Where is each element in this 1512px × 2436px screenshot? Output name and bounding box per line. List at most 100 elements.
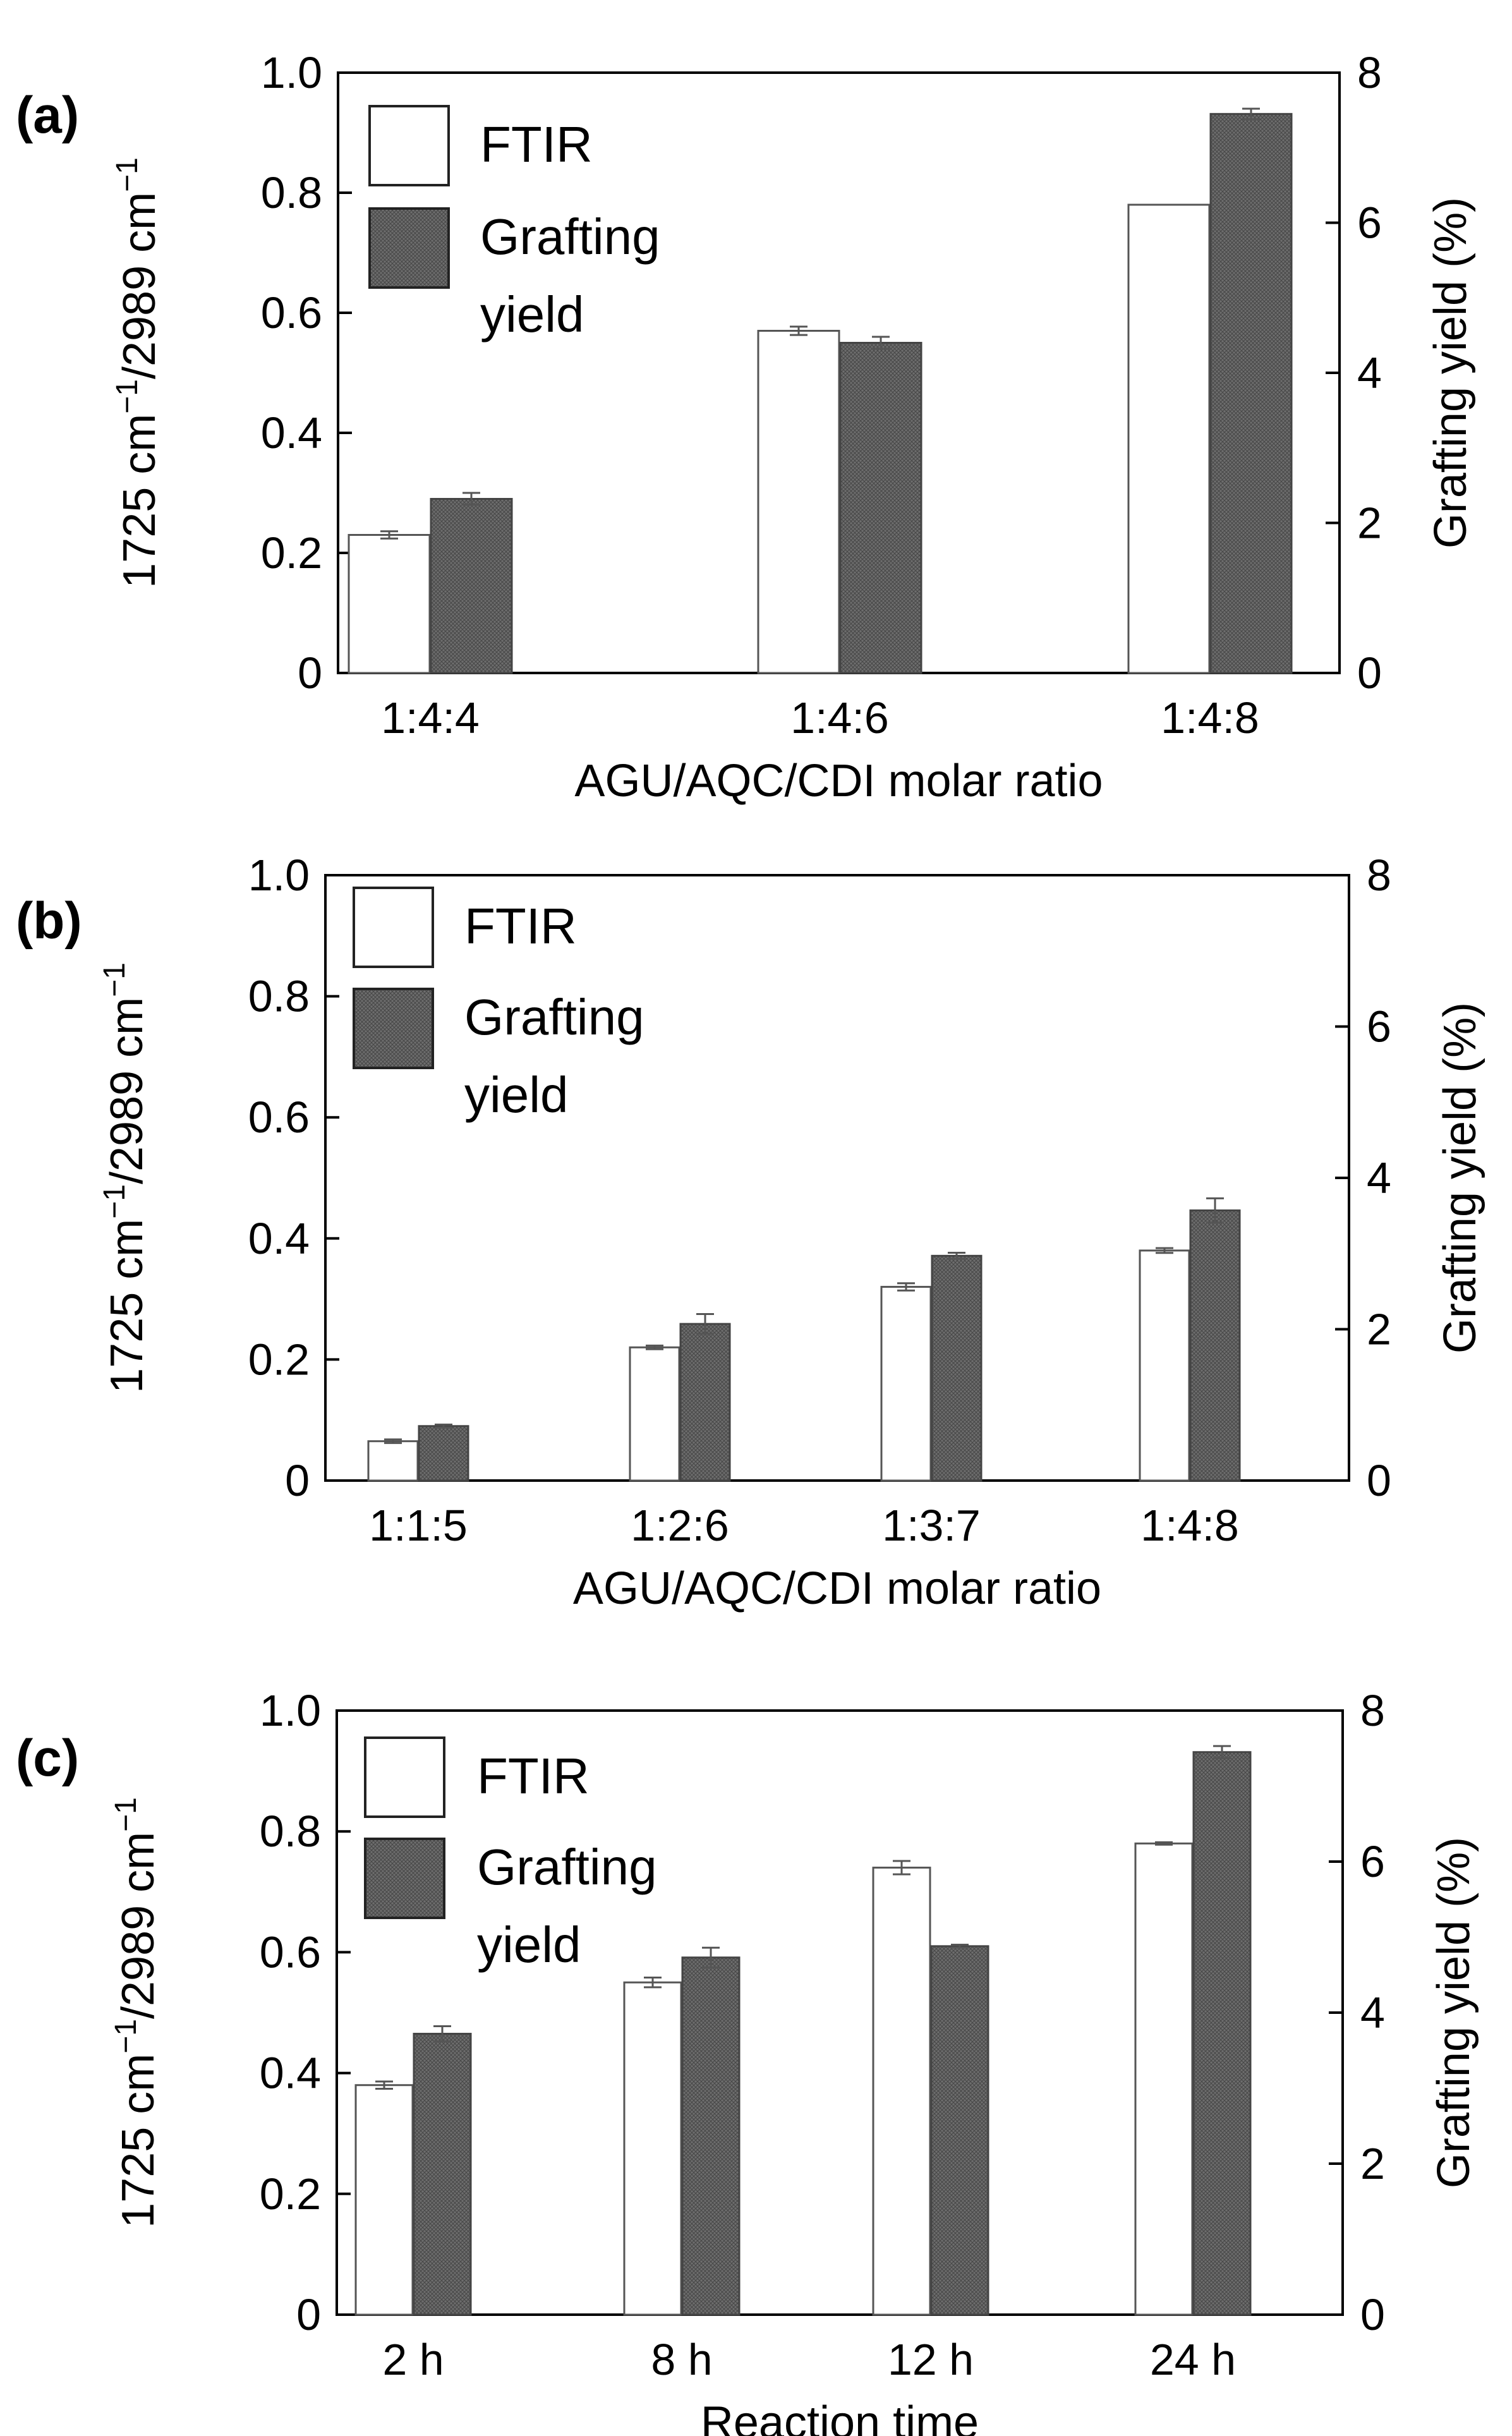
ftir-bar <box>623 1981 682 2316</box>
y-right-tick-label: 6 <box>1360 1837 1385 1886</box>
y-left-tick-label: 0.4 <box>248 1214 310 1263</box>
ftir-bar <box>367 1440 419 1482</box>
y-left-tick-label: 0 <box>298 648 322 698</box>
y-left-tick-label: 1.0 <box>248 851 310 900</box>
legend-swatch-grafting-yield <box>353 988 434 1069</box>
legend-label-ftir: FTIR <box>480 116 593 173</box>
panel-label: (b) <box>16 892 82 950</box>
y-left-label-sup: −1 <box>98 1184 131 1219</box>
x-tick-label: 8 h <box>651 2335 712 2384</box>
y-left-label-part: /2989 cm <box>113 1832 164 2019</box>
y-left-axis-label: 1725 cm−1/2989 cm−1 <box>98 962 152 1393</box>
y-left-label-part: 1725 cm <box>114 414 165 588</box>
legend-swatch-ftir <box>364 1736 445 1818</box>
panels: (a) 0 0.2 0.4 0.6 0.8 1.0 0 2 4 6 8 1:4:4 1:4:6 1:4:8 A… <box>16 48 1485 2436</box>
y-left-tick-label: 0.2 <box>248 1335 310 1384</box>
grafting-yield-bar <box>931 1254 983 1482</box>
y-left-label-part: 1725 cm <box>102 1219 152 1393</box>
y-right-tick-label: 6 <box>1367 1002 1391 1051</box>
y-right-tick-label: 0 <box>1367 1456 1391 1505</box>
grafting-yield-bar <box>679 1323 731 1482</box>
legend-swatch-ftir <box>368 105 450 186</box>
y-left-axis-label: 1725 cm−1/2989 cm−1 <box>109 1797 164 2228</box>
x-tick-label: 24 h <box>1150 2335 1236 2384</box>
x-tick-label: 1:4:8 <box>1161 693 1259 742</box>
legend: FTIR Grafting yield <box>368 105 660 342</box>
y-right-tick-label: 8 <box>1360 1686 1385 1735</box>
panel-label: (a) <box>16 87 79 144</box>
y-left-tick-label: 0 <box>285 1456 310 1505</box>
y-right-axis-label: Grafting yield (%) <box>1425 197 1476 548</box>
legend-label-grafting: Grafting <box>464 989 644 1045</box>
y-left-label-sup: −1 <box>109 2019 143 2054</box>
legend-label-grafting: Grafting <box>477 1839 657 1895</box>
y-right-tick-label: 6 <box>1357 198 1382 248</box>
y-left-label-part: 1725 cm <box>113 2054 164 2228</box>
y-left-label-sup: −1 <box>111 157 144 192</box>
y-right-axis-label: Grafting yield (%) <box>1435 1002 1485 1354</box>
legend: FTIR Grafting yield <box>364 1736 657 1973</box>
y-left-tick-label: 0.2 <box>260 2169 321 2219</box>
y-right-tick-label: 2 <box>1360 2139 1385 2188</box>
legend-label-yield: yield <box>480 286 584 342</box>
x-tick-label: 1:1:5 <box>369 1501 468 1550</box>
ftir-bar <box>1134 1842 1194 2316</box>
y-left-tick-label: 0.6 <box>248 1093 310 1142</box>
y-left-tick-label: 1.0 <box>260 1686 321 1735</box>
y-left-tick-label: 0.6 <box>261 288 322 337</box>
legend-swatch-grafting-yield <box>364 1838 445 1919</box>
grafting-yield-bar <box>413 2032 472 2316</box>
x-axis-label: AGU/AQC/CDI molar ratio <box>574 756 1103 806</box>
y-left-tick-label: 0 <box>296 2290 321 2339</box>
y-left-tick-label: 0.6 <box>260 1927 321 1977</box>
y-left-tick-label: 1.0 <box>261 48 322 97</box>
legend-swatch-ftir <box>353 887 434 968</box>
y-left-tick-label: 0.4 <box>261 408 322 458</box>
y-right-tick-label: 0 <box>1360 2290 1385 2339</box>
ftir-bar <box>1127 203 1211 674</box>
grafting-yield-bar <box>930 1945 989 2316</box>
chart-panel-1: (a) 0 0.2 0.4 0.6 0.8 1.0 0 2 4 6 8 1:4:4 1:4:6 1:4:8 A… <box>16 48 1476 806</box>
y-left-tick-label: 0.8 <box>261 168 322 217</box>
legend-label-grafting: Grafting <box>480 209 660 265</box>
y-left-label-part: /2989 cm <box>102 997 152 1184</box>
y-right-tick-label: 8 <box>1357 48 1382 97</box>
y-right-tick-label: 4 <box>1367 1153 1391 1203</box>
x-tick-label: 2 h <box>382 2335 444 2384</box>
legend-label-yield: yield <box>477 1917 581 1973</box>
y-right-tick-label: 0 <box>1357 648 1382 698</box>
y-right-tick-label: 8 <box>1367 851 1391 900</box>
y-left-tick-label: 0.8 <box>260 1807 321 1856</box>
grafting-yield-bar <box>1189 1209 1241 1482</box>
legend-swatch-grafting-yield <box>368 207 450 289</box>
x-axis-label: AGU/AQC/CDI molar ratio <box>573 1563 1101 1614</box>
legend-label-ftir: FTIR <box>464 898 577 954</box>
y-right-tick-label: 2 <box>1367 1305 1391 1354</box>
y-right-axis-label: Grafting yield (%) <box>1429 1837 1479 2188</box>
y-right-tick-label: 4 <box>1357 348 1382 397</box>
x-tick-label: 1:4:8 <box>1140 1501 1239 1550</box>
x-axis-label: Reaction time <box>701 2397 979 2436</box>
grafting-yield-bar <box>839 342 922 674</box>
legend: FTIR Grafting yield <box>353 887 644 1123</box>
ftir-bar <box>872 1867 931 2316</box>
x-tick-label: 12 h <box>888 2335 974 2384</box>
grafting-yield-bar <box>1192 1751 1252 2316</box>
panel-label: (c) <box>16 1730 79 1787</box>
y-left-axis-label: 1725 cm−1/2989 cm−1 <box>111 157 165 588</box>
grafting-yield-bar <box>430 498 513 674</box>
ftir-bar <box>354 2084 414 2316</box>
ftir-bar <box>757 330 840 674</box>
legend-label-yield: yield <box>464 1067 569 1123</box>
chart-panel-2: (b) 0 0.2 0.4 0.6 0.8 1.0 0 2 4 6 8 1:1:5 1:2:6 1:3:7 1… <box>16 851 1485 1614</box>
ftir-bar <box>1139 1249 1190 1482</box>
y-right-tick-label: 4 <box>1360 1988 1385 2037</box>
y-left-tick-label: 0.8 <box>248 972 310 1021</box>
ftir-bar <box>629 1346 680 1482</box>
grafting-yield-bar <box>1209 112 1293 674</box>
ftir-bar <box>348 534 431 674</box>
y-left-label-sup: −1 <box>111 379 144 414</box>
chart-panel-3: (c) 0 0.2 0.4 0.6 0.8 1.0 0 2 4 6 8 2 h 8 h 12 h 24 h Re… <box>16 1686 1479 2436</box>
x-tick-label: 1:4:6 <box>790 693 889 742</box>
